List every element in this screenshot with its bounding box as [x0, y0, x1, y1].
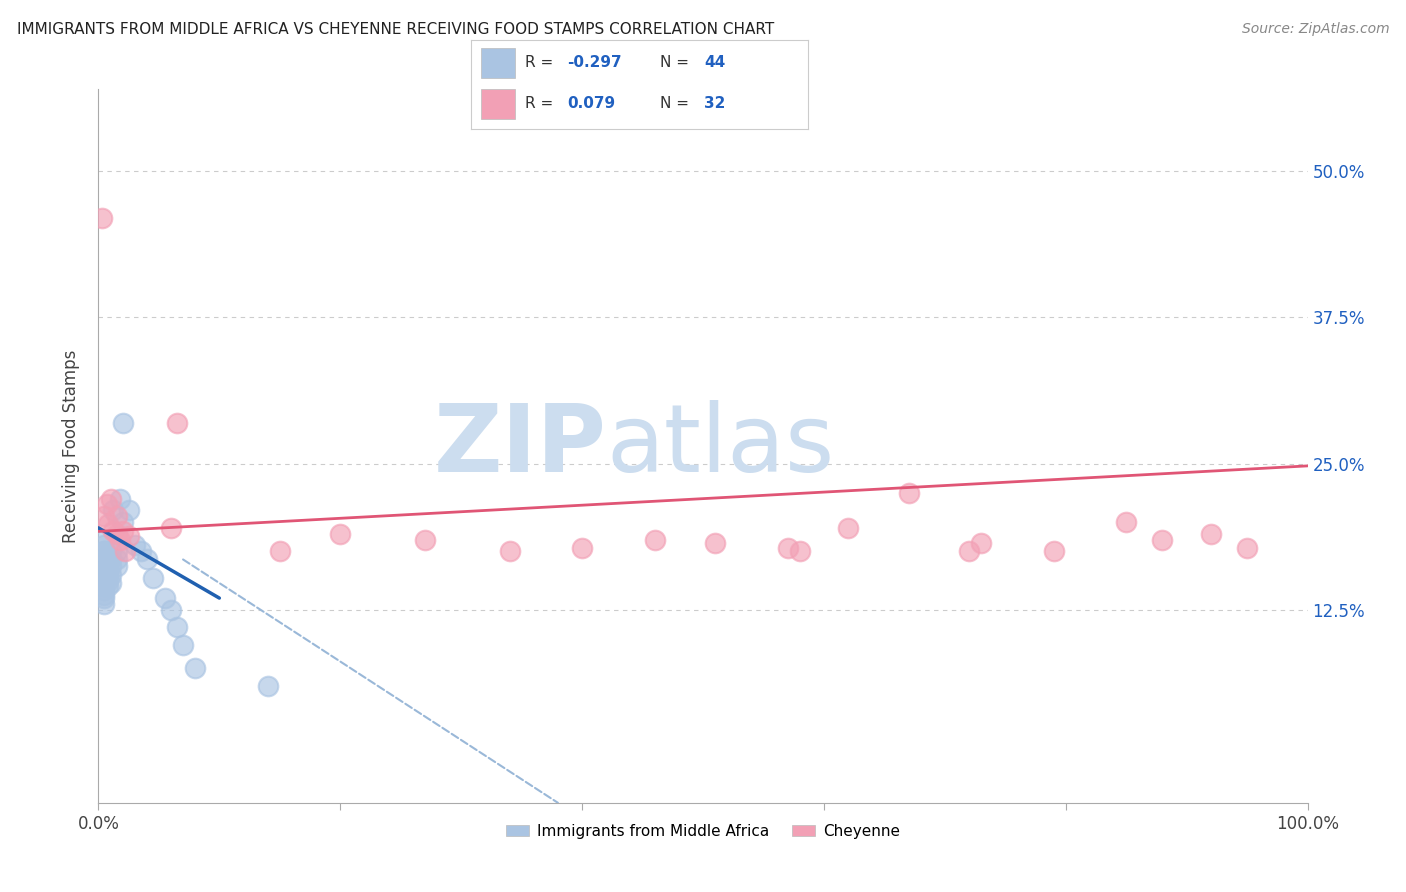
Point: [957, 544, 980, 558]
Point: [100, 552, 122, 566]
Point: [1115, 515, 1137, 529]
Point: [96, 498, 118, 512]
Text: N =: N =: [659, 55, 693, 70]
Point: [93, 579, 115, 593]
Point: [118, 529, 141, 543]
Text: atlas: atlas: [606, 400, 835, 492]
Point: [93, 509, 115, 524]
Point: [789, 544, 811, 558]
Text: R =: R =: [524, 55, 558, 70]
Point: [1042, 544, 1064, 558]
Point: [97, 567, 120, 582]
Point: [256, 679, 278, 693]
Point: [93, 533, 115, 547]
Legend: Immigrants from Middle Africa, Cheyenne: Immigrants from Middle Africa, Cheyenne: [501, 818, 905, 845]
Point: [160, 521, 183, 535]
Text: IMMIGRANTS FROM MIDDLE AFRICA VS CHEYENNE RECEIVING FOOD STAMPS CORRELATION CHAR: IMMIGRANTS FROM MIDDLE AFRICA VS CHEYENN…: [17, 22, 775, 37]
Point: [166, 416, 188, 430]
Point: [124, 538, 146, 552]
Point: [97, 562, 120, 576]
Point: [97, 550, 120, 565]
Text: R =: R =: [524, 96, 558, 111]
Point: [93, 544, 115, 558]
Point: [105, 552, 128, 566]
Point: [97, 517, 120, 532]
Point: [100, 575, 122, 590]
Point: [93, 567, 115, 582]
Point: [970, 536, 993, 550]
Text: -0.297: -0.297: [567, 55, 621, 70]
Point: [571, 541, 593, 555]
Point: [93, 544, 115, 558]
Text: ZIP: ZIP: [433, 400, 606, 492]
Point: [93, 582, 115, 597]
Y-axis label: Receiving Food Stamps: Receiving Food Stamps: [62, 350, 80, 542]
Point: [142, 571, 165, 585]
Point: [93, 597, 115, 611]
Point: [1236, 541, 1258, 555]
Point: [93, 559, 115, 574]
Point: [111, 524, 134, 539]
Point: [172, 638, 194, 652]
Point: [111, 515, 134, 529]
Point: [93, 571, 115, 585]
Point: [160, 603, 183, 617]
Point: [111, 416, 134, 430]
Point: [776, 541, 799, 555]
Point: [413, 533, 436, 547]
Point: [100, 544, 122, 558]
Point: [93, 588, 115, 602]
Point: [1199, 526, 1222, 541]
Point: [105, 509, 128, 524]
Point: [101, 524, 124, 539]
Point: [135, 552, 157, 566]
Point: [108, 491, 131, 506]
Point: [91, 211, 114, 225]
Text: 44: 44: [704, 55, 725, 70]
Bar: [481, 48, 515, 78]
Point: [101, 503, 124, 517]
Point: [105, 526, 128, 541]
Point: [644, 533, 666, 547]
Point: [166, 620, 188, 634]
Text: N =: N =: [659, 96, 693, 111]
Point: [108, 533, 131, 547]
Point: [329, 526, 352, 541]
Point: [93, 552, 115, 566]
Point: [100, 567, 122, 582]
Bar: [481, 89, 515, 119]
Point: [97, 579, 120, 593]
Point: [97, 574, 120, 588]
Point: [269, 544, 291, 558]
Point: [184, 661, 207, 675]
Point: [837, 521, 859, 535]
Text: Source: ZipAtlas.com: Source: ZipAtlas.com: [1241, 22, 1389, 37]
Point: [129, 544, 152, 558]
Point: [118, 503, 141, 517]
Point: [897, 485, 920, 500]
Point: [100, 559, 122, 574]
Point: [105, 544, 128, 558]
Point: [93, 591, 115, 605]
Point: [93, 538, 115, 552]
Point: [704, 536, 727, 550]
Point: [105, 559, 128, 574]
Point: [97, 556, 120, 570]
Point: [93, 564, 115, 578]
Point: [100, 491, 122, 506]
Point: [114, 544, 136, 558]
Point: [153, 591, 176, 605]
Point: [498, 544, 520, 558]
Text: 32: 32: [704, 96, 725, 111]
Point: [1152, 533, 1174, 547]
Text: 0.079: 0.079: [567, 96, 616, 111]
Point: [93, 575, 115, 590]
